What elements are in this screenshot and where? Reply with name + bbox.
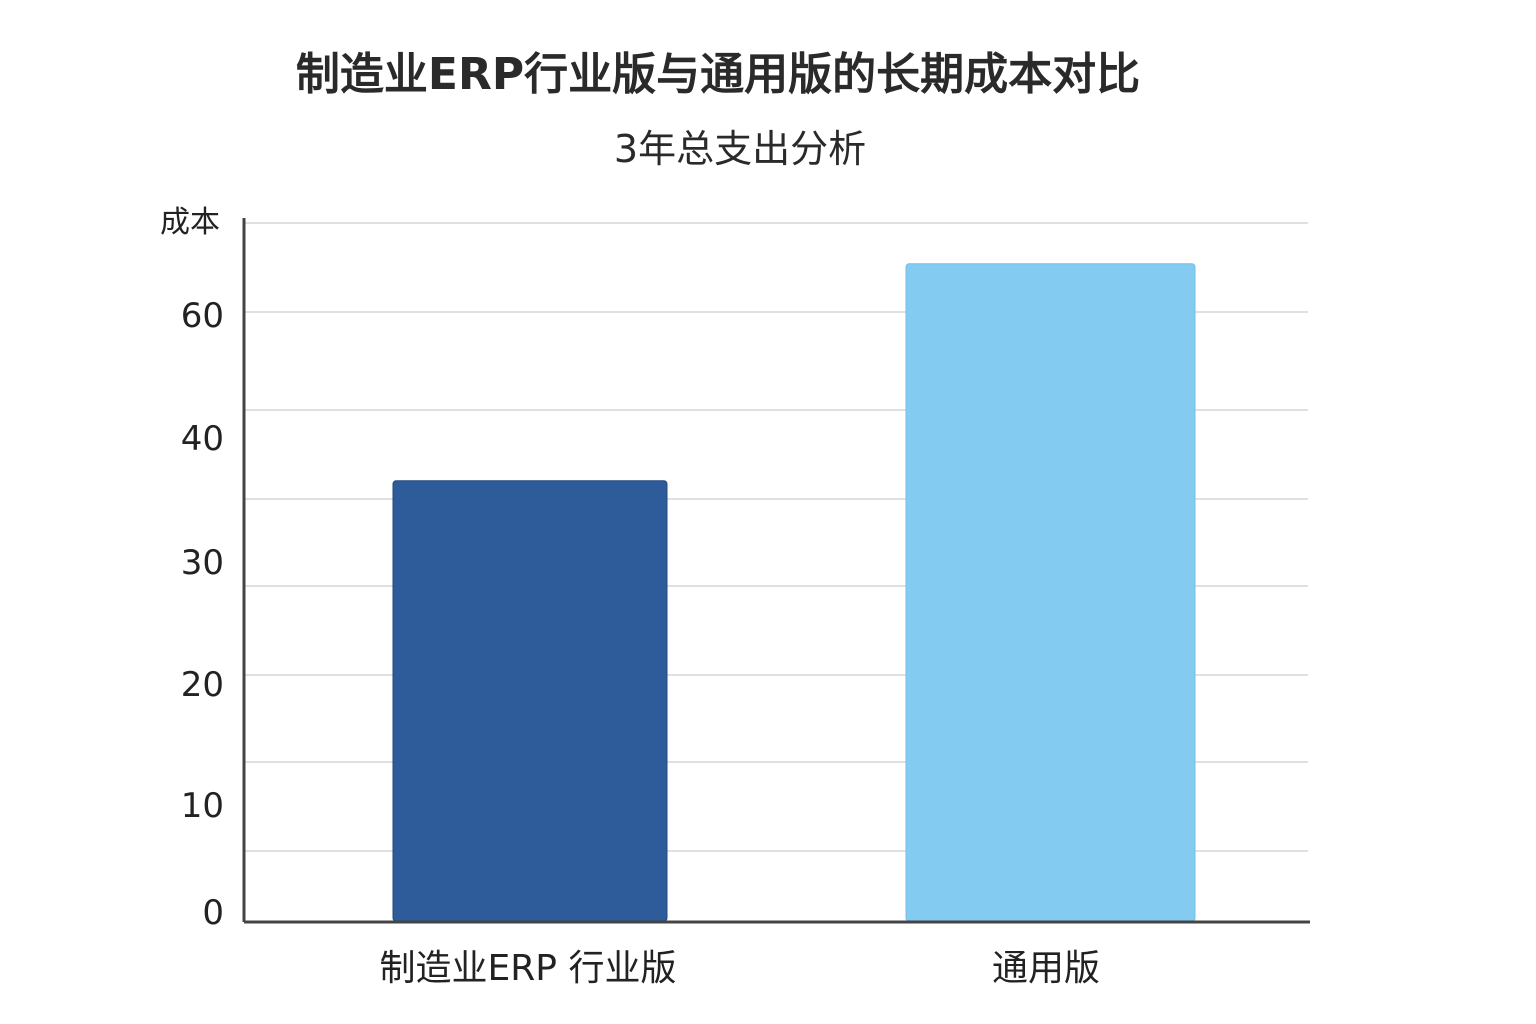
y-tick-labels: 0 10 20 30 40 60 xyxy=(181,296,224,933)
y-tick-label: 20 xyxy=(181,665,224,705)
bar-1 xyxy=(392,480,668,922)
y-tick-label: 0 xyxy=(202,893,224,933)
x-category-labels: 制造业ERP 行业版 通用版 xyxy=(380,948,1100,989)
bar-2 xyxy=(905,263,1196,922)
y-tick-label: 30 xyxy=(181,543,224,583)
y-tick-label: 40 xyxy=(181,419,224,459)
chart-title: 制造业ERP行业版与通用版的长期成本对比 xyxy=(295,49,1141,100)
x-category-label: 制造业ERP 行业版 xyxy=(380,948,677,989)
x-category-label: 通用版 xyxy=(992,948,1100,989)
y-axis-title: 成本 xyxy=(160,205,220,240)
y-tick-label: 60 xyxy=(181,296,224,336)
chart-subtitle: 3年总支出分析 xyxy=(613,127,867,171)
y-tick-label: 10 xyxy=(181,786,224,826)
bars xyxy=(392,263,1196,922)
